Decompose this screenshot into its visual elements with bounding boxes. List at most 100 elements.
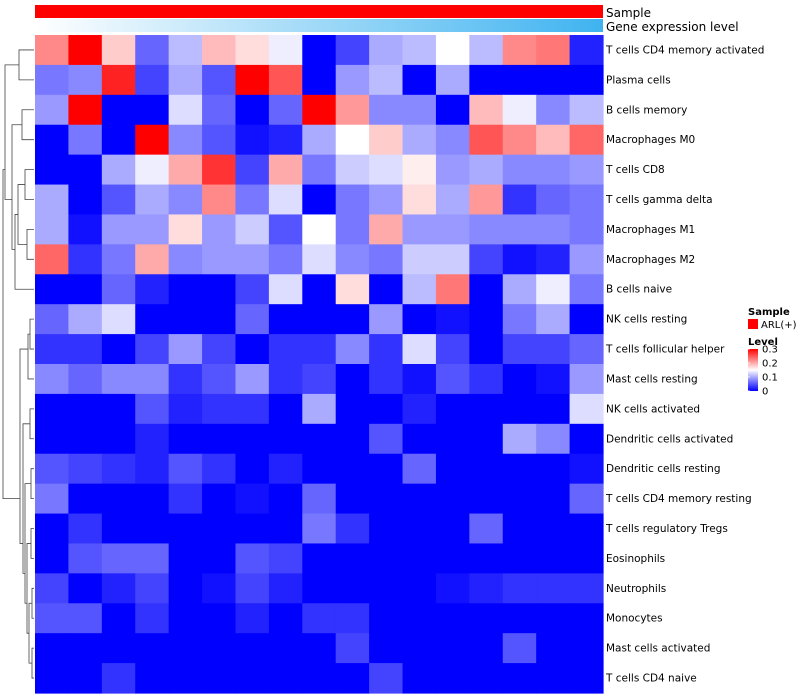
heatmap-cell [202, 94, 237, 126]
heatmap-cell [202, 364, 237, 395]
heatmap-cell [135, 423, 170, 455]
row-label: T cells regulatory Tregs [605, 523, 728, 535]
heatmap-cell [569, 453, 604, 485]
gene-expression-annotation-bar [35, 19, 603, 32]
heatmap-cell [569, 513, 604, 545]
heatmap-cell [536, 124, 571, 156]
row-label: T cells CD4 memory activated [605, 45, 764, 57]
heatmap-cell [168, 633, 203, 664]
heatmap-cell [402, 423, 437, 455]
heatmap-cell [435, 304, 470, 335]
heatmap-cell [101, 453, 136, 485]
heatmap-cell [168, 214, 203, 245]
annotation-label: Sample [606, 6, 651, 20]
heatmap-cell [502, 184, 537, 216]
heatmap-cell [135, 154, 170, 186]
heatmap-cell [369, 124, 404, 156]
dendrogram-branch [31, 587, 34, 619]
heatmap-cell [35, 35, 70, 66]
heatmap-cell [569, 64, 604, 96]
heatmap-cell [335, 94, 370, 126]
heatmap-cell [68, 35, 103, 66]
heatmap-cell [68, 513, 103, 545]
heatmap-cell [235, 64, 270, 96]
dendrogram-branch [18, 49, 34, 81]
legend-tick-label: 0.3 [762, 345, 778, 356]
heatmap-cell [135, 304, 170, 335]
dendrogram-branch [26, 229, 34, 260]
legend-sample-swatch [748, 319, 758, 329]
heatmap-cell [135, 573, 170, 604]
row-label: NK cells activated [606, 403, 700, 415]
heatmap-cell [502, 364, 537, 395]
heatmap-cell [101, 124, 136, 156]
heatmap-cell [536, 663, 571, 694]
heatmap-cell [202, 663, 237, 694]
heatmap-cell [469, 483, 504, 515]
heatmap-cell [335, 423, 370, 455]
heatmap-cells [35, 35, 604, 694]
heatmap-cell [369, 214, 404, 245]
heatmap-cell [569, 603, 604, 634]
heatmap-cell [335, 154, 370, 186]
heatmap-cell [135, 64, 170, 96]
heatmap-cell [402, 124, 437, 156]
heatmap-cell [569, 214, 604, 245]
heatmap-cell [536, 483, 571, 515]
heatmap-cell [402, 453, 437, 485]
heatmap-cell [302, 603, 337, 634]
heatmap-cell [101, 94, 136, 126]
heatmap-cell [469, 453, 504, 485]
heatmap-cell [168, 154, 203, 186]
heatmap-cell [168, 94, 203, 126]
heatmap-cell [402, 663, 437, 694]
heatmap-cell [268, 94, 303, 126]
heatmap-cell [435, 64, 470, 96]
heatmap-cell [135, 364, 170, 395]
heatmap-cell [35, 663, 70, 694]
heatmap-cell [235, 603, 270, 634]
heatmap-cell [335, 64, 370, 96]
heatmap-cell [369, 543, 404, 574]
heatmap-cell [469, 274, 504, 305]
heatmap-cell [202, 483, 237, 515]
heatmap-cell [369, 513, 404, 545]
heatmap-cell [469, 513, 504, 545]
heatmap-cell [469, 64, 504, 96]
heatmap-cell [569, 35, 604, 66]
heatmap-cell [135, 94, 170, 126]
heatmap-cell [302, 393, 337, 425]
heatmap-cell [35, 304, 70, 335]
dendrogram-branch [21, 109, 34, 141]
heatmap-cell [435, 35, 470, 66]
heatmap-cell [135, 184, 170, 216]
dendrogram-branch [31, 647, 34, 679]
heatmap-cell [68, 124, 103, 156]
heatmap-cell [302, 154, 337, 186]
heatmap-cell [168, 124, 203, 156]
heatmap-cell [235, 304, 270, 335]
heatmap-cell [168, 543, 203, 574]
heatmap-cell [135, 35, 170, 66]
row-label: B cells naive [606, 284, 672, 296]
row-label: Macrophages M1 [606, 224, 695, 236]
heatmap-cell [402, 214, 437, 245]
heatmap-cell [268, 453, 303, 485]
heatmap-cell [35, 244, 70, 275]
heatmap-cell [502, 334, 537, 365]
heatmap-cell [502, 513, 537, 545]
heatmap-cell [435, 244, 470, 275]
heatmap-cell [202, 543, 237, 574]
heatmap-cell [435, 453, 470, 485]
heatmap-cell [202, 573, 237, 604]
heatmap-cell [302, 573, 337, 604]
heatmap-cell [536, 64, 571, 96]
row-label: Mast cells resting [606, 374, 698, 386]
heatmap-cell [335, 304, 370, 335]
heatmap-cell [135, 633, 170, 664]
heatmap-cell [435, 334, 470, 365]
heatmap-cell [101, 184, 136, 216]
heatmap-cell [302, 64, 337, 96]
heatmap-cell [68, 543, 103, 574]
